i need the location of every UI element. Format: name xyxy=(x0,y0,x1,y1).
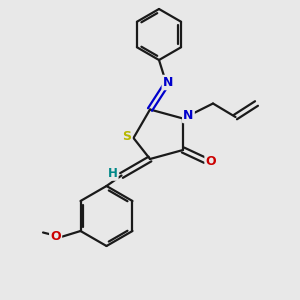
Text: N: N xyxy=(163,76,173,89)
Text: O: O xyxy=(206,155,216,169)
Text: H: H xyxy=(108,167,117,180)
Text: O: O xyxy=(50,230,61,244)
Text: N: N xyxy=(183,109,194,122)
Text: S: S xyxy=(122,130,131,143)
